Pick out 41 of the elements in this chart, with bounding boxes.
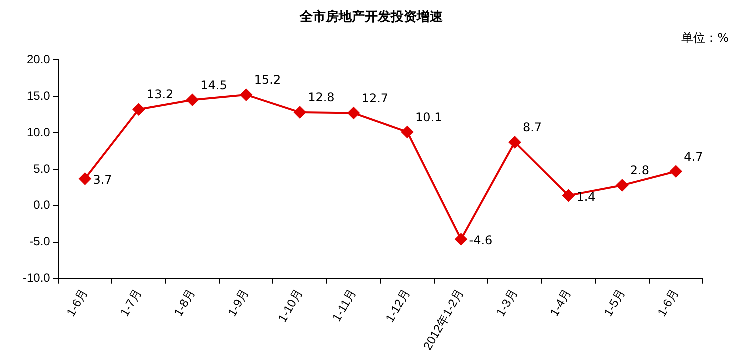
y-tick-label: 0.0 bbox=[34, 198, 51, 212]
point bbox=[240, 89, 252, 102]
point bbox=[508, 136, 521, 148]
point bbox=[132, 104, 145, 116]
data-label: 13.2 bbox=[146, 88, 174, 102]
y-tick-label: -5.0 bbox=[30, 234, 51, 249]
point bbox=[294, 106, 306, 119]
y-tick-label: -10.0 bbox=[22, 271, 51, 286]
x-tick-label: 1-7月 bbox=[118, 286, 144, 320]
chart-title: 全市房地产开发投资增速 bbox=[299, 8, 444, 26]
x-tick-label: 1-5月 bbox=[601, 286, 628, 320]
data-label: 14.5 bbox=[200, 78, 228, 92]
y-tick-label: 20.0 bbox=[26, 52, 51, 66]
point bbox=[79, 172, 92, 185]
data-label: 4.7 bbox=[684, 150, 704, 164]
data-label: -4.6 bbox=[469, 234, 493, 248]
point bbox=[455, 233, 468, 246]
point bbox=[186, 94, 199, 106]
point bbox=[670, 166, 682, 178]
x-tick-label: 1-6月 bbox=[654, 286, 682, 320]
data-label: 12.8 bbox=[308, 90, 335, 105]
data-label: 12.7 bbox=[362, 91, 389, 106]
point bbox=[616, 179, 628, 192]
data-label: 3.7 bbox=[93, 173, 112, 188]
y-tick-label: 10.0 bbox=[26, 125, 51, 140]
text: 单位：% bbox=[682, 30, 729, 47]
x-tick-label: 1-9月 bbox=[225, 286, 252, 320]
x-tick-label: 1-6月 bbox=[64, 286, 91, 320]
data-label: 1.4 bbox=[576, 190, 596, 204]
data-label: 8.7 bbox=[522, 120, 542, 135]
x-tick-label: 1-8月 bbox=[171, 286, 198, 320]
x-tick-label: 1-4月 bbox=[547, 286, 574, 320]
y-tick-label: 5.0 bbox=[34, 162, 51, 176]
data-label: 2.8 bbox=[630, 164, 650, 178]
point bbox=[562, 190, 575, 202]
x-tick-label: 1-3月 bbox=[494, 286, 520, 320]
data-label: 15.2 bbox=[254, 73, 282, 88]
point bbox=[402, 126, 414, 138]
data-label: 10.1 bbox=[416, 110, 442, 124]
point bbox=[348, 107, 360, 120]
y-tick-label: 15.0 bbox=[26, 88, 51, 103]
